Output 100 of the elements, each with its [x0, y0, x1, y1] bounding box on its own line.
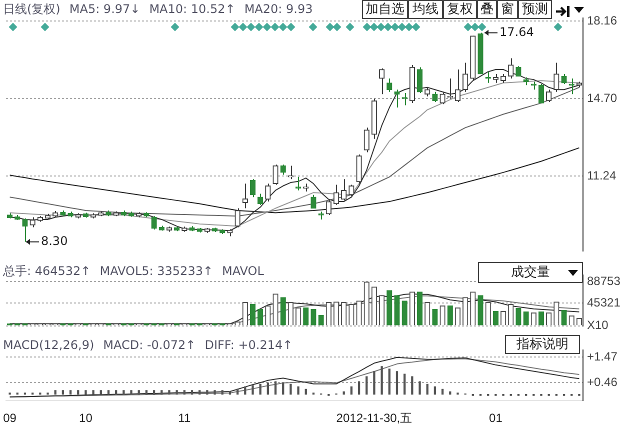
- bar: [250, 304, 256, 326]
- y-tick-label: 18.16: [587, 13, 618, 28]
- bar: [176, 390, 178, 395]
- bar: [258, 309, 264, 326]
- bar: [77, 390, 80, 395]
- candlestick: [546, 89, 552, 102]
- candlestick: [234, 208, 240, 228]
- bar: [358, 381, 360, 395]
- bar: [122, 390, 125, 395]
- candlestick: [462, 62, 468, 92]
- bar: [100, 390, 102, 395]
- candlestick: [508, 58, 514, 79]
- bar: [198, 390, 201, 395]
- x-tick-label: 01: [489, 411, 503, 426]
- bar: [394, 295, 400, 326]
- x-tick-label: 10: [79, 411, 93, 426]
- bar: [252, 385, 254, 395]
- bar: [516, 308, 522, 326]
- bar: [280, 297, 286, 326]
- x-tick-label: 2012-11-30,五: [336, 411, 412, 426]
- bar: [538, 312, 544, 326]
- annotation: 指标说明: [505, 335, 580, 354]
- annotation: 8.30: [40, 234, 68, 248]
- candlestick: [402, 92, 408, 106]
- bar: [386, 290, 392, 326]
- bar: [388, 368, 390, 395]
- bar: [183, 390, 186, 395]
- candlestick: [265, 183, 271, 202]
- bar: [84, 390, 87, 395]
- candlestick: [432, 91, 438, 102]
- bar: [432, 309, 438, 326]
- candlestick: [538, 84, 544, 104]
- bar: [402, 300, 408, 326]
- bar: [366, 376, 368, 395]
- candlestick: [454, 68, 461, 102]
- candlestick: [295, 176, 302, 191]
- text: 均线: [408, 0, 443, 19]
- bar: [152, 390, 156, 395]
- bar: [310, 309, 316, 326]
- candlestick: [310, 194, 316, 209]
- bar: [416, 292, 423, 326]
- annotation: DIFF: +0.214↑: [204, 338, 293, 352]
- candlestick: [272, 164, 278, 186]
- candlestick: [326, 200, 332, 216]
- text: 预测: [518, 0, 552, 19]
- candlestick: [554, 62, 560, 92]
- candlestick: [386, 78, 392, 92]
- bar: [168, 390, 170, 395]
- candlestick: [341, 178, 347, 201]
- bar: [138, 390, 140, 395]
- candlestick: [378, 68, 385, 95]
- text: MA10: 10.52↑: [149, 2, 236, 16]
- bar: [69, 390, 72, 395]
- bar: [411, 376, 414, 395]
- bar: [274, 381, 277, 395]
- candlestick: [280, 164, 286, 176]
- bar: [380, 366, 383, 395]
- annotation: MACD(12,26,9): [3, 338, 94, 352]
- candlestick: [250, 178, 256, 198]
- bar: [130, 390, 132, 395]
- text: 加自选: [362, 0, 408, 19]
- bar: [266, 382, 270, 395]
- bar: [350, 386, 353, 395]
- candlestick: [416, 66, 423, 94]
- bar: [244, 386, 246, 395]
- bar: [259, 384, 262, 395]
- bar: [107, 390, 110, 395]
- annotation: 总手: 464532↑: [3, 264, 91, 278]
- bar: [145, 390, 148, 395]
- y-tick-label: 88753: [587, 274, 621, 288]
- candlestick: [242, 183, 248, 209]
- candlestick: [516, 66, 522, 77]
- y-tick-label: +1.47: [587, 349, 618, 364]
- x-tick-label: 11: [178, 411, 191, 426]
- y-tick-label: +0.46: [587, 374, 618, 389]
- bar: [434, 386, 436, 395]
- candlestick: [394, 89, 400, 108]
- bar: [160, 390, 163, 395]
- bar: [62, 390, 64, 395]
- bar: [304, 388, 307, 395]
- bar: [92, 390, 94, 395]
- text: 复权: [443, 0, 477, 19]
- text: 日线(复权): [3, 2, 60, 16]
- annotation: 17.64: [500, 24, 534, 39]
- y-tick-label: 11.24: [587, 168, 616, 182]
- y-tick-label: 14.70: [587, 90, 618, 105]
- bar: [282, 382, 284, 395]
- bar: [221, 390, 224, 395]
- bar: [396, 371, 398, 395]
- bar: [478, 295, 484, 326]
- bar: [214, 390, 216, 395]
- bar: [303, 308, 309, 326]
- candlestick: [151, 216, 157, 230]
- x-tick-label: 09: [3, 411, 17, 426]
- text: 叠: [477, 0, 497, 19]
- bar: [236, 388, 239, 395]
- candlestick: [364, 127, 370, 153]
- bar: [373, 371, 376, 395]
- bar: [206, 390, 208, 395]
- bar: [318, 315, 324, 326]
